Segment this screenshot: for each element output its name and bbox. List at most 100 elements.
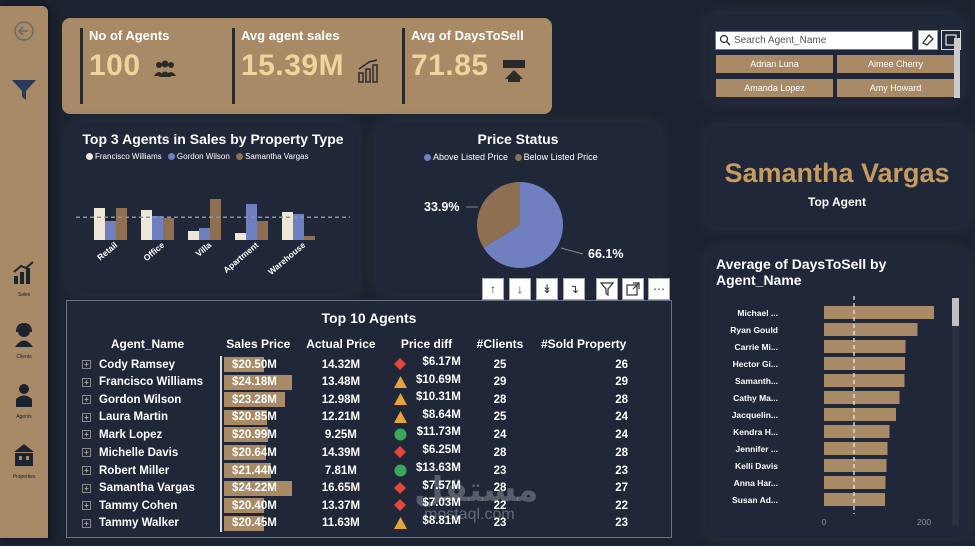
table-row[interactable]: + Francisco Williams $24.18M 13.48M $10.69M 2… (74, 373, 634, 392)
nav-clients[interactable]: Clients (0, 322, 48, 360)
search-placeholder: Search Agent_Name (734, 35, 827, 46)
actual-price-cell: 16.65M (321, 482, 361, 495)
col-actual-price[interactable]: Actual Price (306, 337, 376, 351)
nav-agents[interactable]: Agents (0, 382, 48, 420)
legend-label: Gordon Wilson (176, 152, 230, 161)
kpi-title: No of Agents (89, 28, 170, 43)
legend-swatch (236, 153, 244, 161)
sales-price-value: $24.18M (232, 376, 277, 389)
price-diff-indicator (394, 428, 407, 444)
expand-icon[interactable]: + (82, 483, 91, 493)
building-icon (14, 444, 34, 466)
table-row[interactable]: + Gordon Wilson $23.28M 12.98M $10.31M 28 28 (74, 391, 634, 409)
search-input[interactable]: Search Agent_Name (715, 31, 913, 50)
col-agent-name[interactable]: Agent_Name (110, 337, 185, 351)
expand-icon[interactable]: + (82, 518, 91, 528)
sales-chart-icon (13, 261, 34, 284)
top10-agents-table: Agent_Name Sales Price Actual Price Pric… (74, 332, 634, 532)
slicer-scrollbar[interactable] (954, 38, 960, 98)
bar (824, 306, 934, 319)
drill-up-button[interactable]: ↑ (482, 278, 504, 300)
pie-data-label: 33.9% (424, 200, 459, 214)
kpi-title: Avg of DaysToSell (411, 28, 524, 43)
chart-title: Price Status (477, 131, 559, 147)
expand-icon[interactable]: + (82, 430, 91, 440)
col-price-diff[interactable]: Price diff (400, 337, 453, 351)
expand-icon[interactable]: + (82, 465, 91, 475)
watermark-url: mostaql.com (424, 506, 515, 523)
clients-cell: 24 (493, 429, 507, 441)
kpi-avg-days-to-sell: Avg of DaysToSell 71.85 (402, 28, 527, 104)
diamond-icon (394, 446, 407, 459)
sold-property-cell: 23 (615, 517, 628, 530)
chart-scrollbar-track[interactable] (952, 298, 959, 526)
category-label: Warehouse (266, 240, 307, 277)
price-diff-value: $11.73M (416, 426, 461, 438)
expand-icon[interactable]: + (82, 377, 91, 387)
col-sales-price[interactable]: Sales Price (226, 337, 291, 351)
sales-price-value: $20.40M (232, 499, 277, 512)
clear-selection-button[interactable] (918, 30, 938, 50)
col-clients[interactable]: #Clients (476, 337, 524, 351)
price-diff-cell: $6.17M (386, 356, 467, 374)
x-tick-label: 0 (822, 517, 827, 527)
bar (152, 216, 163, 240)
table-row[interactable]: + Michelle Davis $20.64M 14.39M $6.25M 28 28 (74, 444, 634, 462)
filter-pane-button[interactable] (0, 78, 48, 107)
sales-price-cell: $20.50M (220, 356, 296, 374)
slicer-chip[interactable]: Amy Howard (837, 79, 954, 97)
slicer-chip[interactable]: Aimee Cherry (837, 55, 954, 73)
drill-down-button[interactable]: ↓ (509, 278, 531, 300)
bar (188, 231, 199, 240)
category-label: Hector Gi... (733, 359, 778, 369)
table-row[interactable]: + Laura Martin $20.85M 12.21M $8.64M 25 24 (74, 408, 634, 427)
sales-price-databar (224, 427, 269, 442)
filter-icon (12, 80, 36, 100)
col-sold-property[interactable]: #Sold Property (540, 337, 627, 351)
more-options-button[interactable]: ⋯ (648, 278, 670, 300)
filter-visual-button[interactable] (596, 278, 618, 300)
chart-scrollbar-thumb[interactable] (952, 298, 959, 326)
agent-name: Laura Martin (99, 411, 169, 424)
expand-icon[interactable]: + (82, 412, 91, 422)
table-row[interactable]: + Tammy Cohen $20.40M 13.37M $7.03M 22 22 (74, 497, 634, 515)
price-diff-cell: $7.57M (386, 480, 467, 498)
days-to-sell-chart: Average of DaysToSell by Agent_Name Mich… (706, 248, 968, 538)
bar (824, 425, 890, 438)
x-tick-label: 200 (917, 517, 931, 527)
bar (824, 374, 905, 387)
bar (824, 442, 888, 455)
bar (824, 357, 905, 370)
table-title: Top 10 Agents (321, 310, 417, 326)
agent-name-cell: + Laura Martin (74, 409, 221, 427)
nav-sales[interactable]: Sales (0, 260, 48, 298)
table-row[interactable]: + Cody Ramsey $20.50M 14.32M $6.17M 25 26 (74, 356, 634, 374)
category-label: Kendra H... (733, 427, 778, 437)
price-diff-value: $6.25M (422, 444, 461, 457)
expand-icon[interactable]: + (82, 501, 91, 511)
price-diff-indicator (394, 393, 408, 408)
next-level-button[interactable]: ↡ (536, 278, 558, 300)
table-row[interactable]: + Samantha Vargas $24.22M 16.65M $7.57M 28 27 (74, 479, 634, 498)
clients-cell: 25 (493, 358, 507, 371)
expand-icon[interactable]: + (82, 360, 91, 370)
slicer-chip[interactable]: Adrian Luna (716, 55, 833, 73)
expand-hierarchy-button[interactable]: ↴ (563, 278, 585, 300)
category-label: Susan Ad... (732, 495, 778, 505)
price-diff-cell: $10.69M (386, 374, 467, 392)
sales-price-cell: $20.64M (220, 444, 296, 462)
slicer-chip[interactable]: Amanda Lopez (716, 79, 833, 97)
back-arrow-icon (14, 21, 34, 41)
table-row[interactable]: + Tammy Walker $20.45M 11.63M $8.81M 23 23 (74, 514, 634, 532)
expand-icon[interactable]: + (82, 395, 91, 405)
table-row[interactable]: + Robert Miller $21.44M 7.81M $13.63M 23 23 (74, 461, 634, 480)
back-button[interactable] (0, 20, 48, 47)
nav-properties[interactable]: Properties (0, 442, 48, 480)
sales-price-value: $23.28M (232, 393, 277, 406)
expand-icon[interactable]: + (82, 448, 91, 458)
focus-mode-button[interactable] (622, 278, 644, 300)
actual-price-cell: 7.81M (324, 464, 357, 477)
kpi-avg-agent-sales: Avg agent sales 15.39M (232, 28, 381, 104)
table-row[interactable]: + Mark Lopez $20.99M 9.25M $11.73M 24 24 (74, 426, 634, 444)
category-label: Cathy Ma... (733, 393, 778, 403)
